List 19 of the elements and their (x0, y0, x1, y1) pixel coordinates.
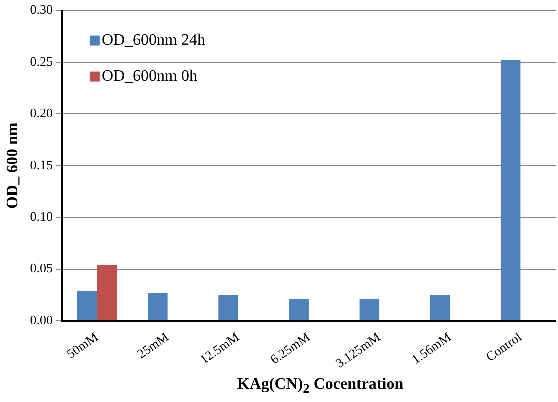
x-axis-title: KAg(CN)$_{2}$ Cocentration (236, 376, 405, 398)
bar (77, 291, 98, 321)
bar (430, 295, 450, 321)
y-axis-title: OD_ 600 nm (4, 122, 22, 210)
bar (500, 60, 521, 321)
y-tick-label: 0.20 (30, 106, 53, 121)
y-tick-label: 0.30 (30, 2, 53, 18)
y-tick-label: 0.10 (30, 209, 53, 224)
bar (360, 299, 380, 321)
legend-label: OD_600nm 0h (102, 68, 198, 86)
y-tick-label: 0.05 (30, 260, 53, 276)
y-tick-label: 0.25 (30, 54, 53, 69)
legend-label: OD_600nm 24h (102, 32, 206, 50)
bar (97, 265, 117, 321)
y-tick-label: 0.00 (30, 312, 53, 328)
bar (148, 293, 168, 321)
bar (289, 299, 309, 321)
y-tick-label: 0.15 (30, 157, 53, 172)
bar (218, 295, 238, 321)
